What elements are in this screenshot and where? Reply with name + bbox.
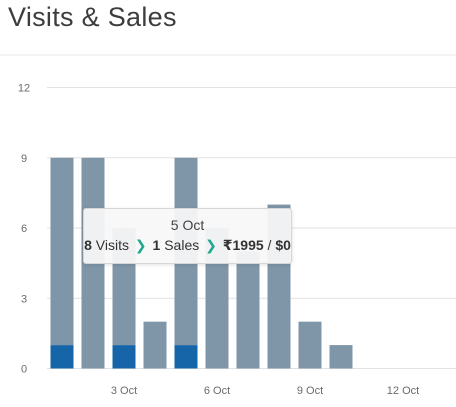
x-tick-label: 6 Oct xyxy=(204,385,230,397)
bar-visits xyxy=(236,251,260,369)
tooltip-visits-label: Visits xyxy=(95,237,129,253)
bar-visits xyxy=(329,345,353,369)
tooltip-summary: 8 Visits ❯ 1 Sales ❯ ₹1995 / $0 xyxy=(84,237,291,254)
y-tick-label: 6 xyxy=(21,223,27,235)
chevron-right-icon: ❯ xyxy=(134,237,147,253)
x-axis-labels: 3 Oct 6 Oct 9 Oct 12 Oct xyxy=(111,385,419,397)
bar-visits xyxy=(50,157,74,346)
y-tick-label: 9 xyxy=(21,153,27,165)
tooltip-revenue-inr: ₹1995 xyxy=(222,237,264,253)
bar-visits xyxy=(298,321,322,369)
bar-sales xyxy=(112,345,136,369)
x-tick-label: 9 Oct xyxy=(297,385,323,397)
bar-sales xyxy=(50,345,74,369)
y-tick-label: 3 xyxy=(21,293,27,305)
x-tick-label: 12 Oct xyxy=(387,385,419,397)
bar-sales xyxy=(174,345,198,369)
y-tick-label: 12 xyxy=(18,83,30,95)
bar-visits xyxy=(143,321,167,369)
y-axis-labels: 0 3 6 9 12 xyxy=(18,83,30,376)
chart-tooltip: 5 Oct 8 Visits ❯ 1 Sales ❯ ₹1995 / $0 xyxy=(83,208,292,264)
tooltip-date: 5 Oct xyxy=(170,217,205,233)
tooltip-separator: / xyxy=(267,237,272,253)
panel-title: Visits & Sales xyxy=(8,2,177,32)
chevron-right-icon: ❯ xyxy=(205,237,217,253)
y-tick-label: 0 xyxy=(21,364,27,376)
title-divider xyxy=(0,54,456,56)
tooltip-visits-count: 8 xyxy=(84,237,92,253)
tooltip-sales-count: 1 xyxy=(152,237,161,253)
tooltip-revenue-usd: $0 xyxy=(275,237,291,253)
tooltip-sales-label: Sales xyxy=(164,237,200,253)
x-tick-label: 3 Oct xyxy=(111,385,137,397)
